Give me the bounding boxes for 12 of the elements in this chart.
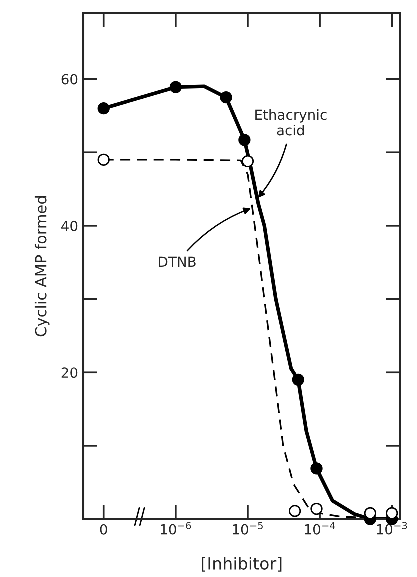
y-tick-label: 60 bbox=[62, 74, 78, 85]
y-tick-label: 40 bbox=[62, 220, 78, 232]
annotation: Ethacrynic acid bbox=[256, 109, 327, 136]
annotation: DTNB bbox=[159, 256, 196, 268]
y-axis-title: Cyclic AMP formed bbox=[34, 196, 50, 337]
x-tick-label: 10$^{−4}$ bbox=[305, 522, 336, 535]
x-tick-label: 10$^{−5}$ bbox=[233, 522, 263, 535]
x-axis-title: [Inhibitor] bbox=[202, 557, 282, 572]
y-tick-label: 20 bbox=[62, 368, 78, 378]
x-tick-label: 0 bbox=[100, 524, 108, 535]
x-tick-label: 10$^{−3}$ bbox=[377, 522, 408, 535]
x-tick-label: 10$^{−6}$ bbox=[161, 522, 192, 535]
